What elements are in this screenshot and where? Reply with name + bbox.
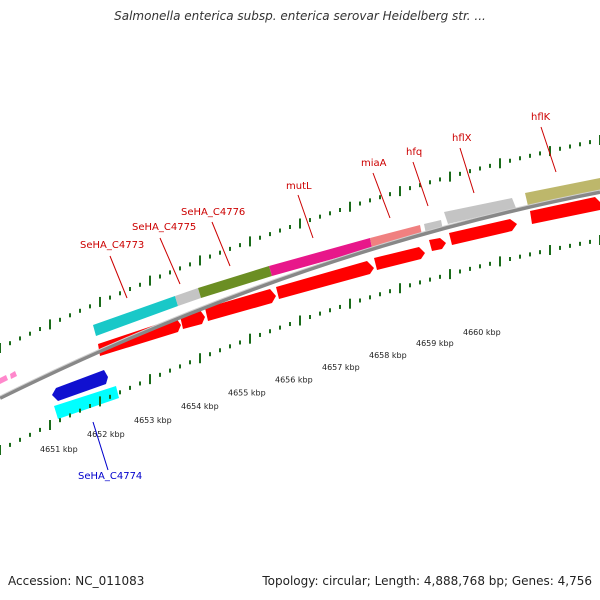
- kbp-scale: 4651 kbp 4652 kbp 4653 kbp 4654 kbp 4655 kbp…: [40, 328, 501, 454]
- gene-label[interactable]: SeHA_C4773: [80, 240, 144, 251]
- gene-label[interactable]: hflX: [452, 133, 472, 144]
- map-title: Salmonella enterica subsp. enterica sero…: [114, 9, 486, 23]
- cds-arrow[interactable]: [449, 219, 517, 245]
- label-leader-line: [159, 237, 181, 285]
- forward-tick-ring: [0, 135, 600, 353]
- kbp-label: 4657 kbp: [322, 363, 360, 372]
- kbp-label: 4655 kbp: [228, 389, 266, 398]
- cds-arrow[interactable]: [276, 261, 374, 299]
- gene-segment-mutL[interactable]: [269, 238, 372, 276]
- gene-segment-sehA-c4774[interactable]: [54, 386, 119, 419]
- gene-labels: SeHA_C4773 SeHA_C4775 SeHA_C4776 mutL miaA hf…: [78, 112, 557, 482]
- gene-label[interactable]: SeHA_C4775: [132, 222, 196, 233]
- label-leader-line: [540, 126, 557, 173]
- gene-segment-hflX[interactable]: [444, 198, 516, 224]
- gene-segment-sehA-c4773[interactable]: [93, 296, 178, 336]
- kbp-label: 4660 kbp: [463, 328, 501, 337]
- forward-cds-ring: [98, 197, 600, 356]
- forward-feature-ring: [93, 178, 600, 336]
- accession-info: Accession: NC_011083: [8, 574, 145, 588]
- backbone-highlight: [0, 189, 600, 397]
- kbp-label: 4651 kbp: [40, 445, 78, 454]
- gene-label[interactable]: SeHA_C4776: [181, 207, 245, 218]
- kbp-label: 4654 kbp: [181, 402, 219, 411]
- label-leader-line: [459, 147, 475, 194]
- gene-label[interactable]: hflK: [531, 112, 551, 123]
- reverse-feature-ring: [52, 370, 119, 419]
- kbp-label: 4659 kbp: [416, 339, 454, 348]
- cds-arrow[interactable]: [429, 238, 446, 251]
- gene-segment-sehA-c4776[interactable]: [198, 266, 272, 298]
- kbp-label: 4652 kbp: [87, 430, 125, 439]
- label-leader-line: [109, 255, 128, 299]
- gene-segment-miaA[interactable]: [370, 225, 422, 248]
- label-leader-line: [92, 421, 109, 471]
- backbone-arc: [0, 190, 600, 400]
- label-leader-line: [211, 221, 231, 267]
- gene-label[interactable]: miaA: [361, 158, 387, 169]
- gene-label[interactable]: hfq: [406, 147, 422, 158]
- gene-label[interactable]: SeHA_C4774: [78, 471, 142, 482]
- gene-segment-sehA-c4775[interactable]: [175, 288, 201, 306]
- reverse-feature-blue[interactable]: [52, 370, 108, 401]
- cds-arrow[interactable]: [205, 289, 276, 321]
- kbp-label: 4656 kbp: [275, 376, 313, 385]
- label-leader-line: [412, 161, 429, 207]
- cds-arrow[interactable]: [530, 197, 600, 224]
- reverse-tick-ring: [0, 235, 600, 455]
- kbp-label: 4658 kbp: [369, 351, 407, 360]
- gene-segment-hflK[interactable]: [525, 178, 600, 206]
- edge-features: [0, 371, 17, 384]
- label-leader-line: [297, 194, 314, 239]
- gene-label[interactable]: mutL: [286, 181, 312, 192]
- cds-arrow[interactable]: [374, 247, 425, 270]
- label-leader-line: [372, 172, 391, 219]
- edge-arrow: [0, 375, 8, 384]
- edge-arrow: [10, 371, 17, 379]
- genome-summary: Topology: circular; Length: 4,888,768 bp…: [262, 574, 592, 588]
- kbp-label: 4653 kbp: [134, 416, 172, 425]
